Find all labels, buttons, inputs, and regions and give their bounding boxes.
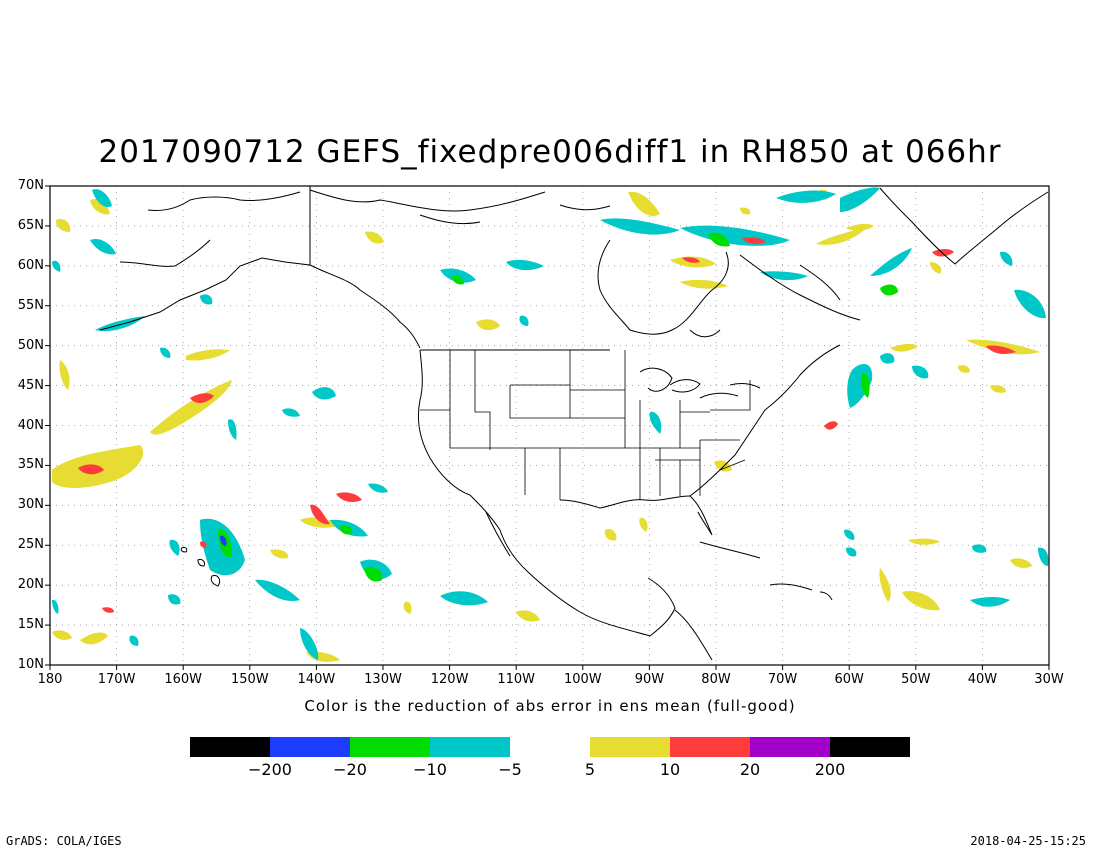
colorbar-swatch-positive (830, 737, 910, 757)
lon-label: 150W (230, 672, 269, 687)
lon-label: 120W (430, 672, 469, 687)
lat-label: 30N (17, 497, 44, 513)
graticule (45, 185, 1050, 670)
colorbar-label: 5 (584, 760, 596, 779)
lat-label: 60N (17, 257, 44, 273)
lon-label: 170W (97, 672, 136, 687)
lat-label: 35N (17, 457, 44, 473)
colorbar-label: −10 (413, 760, 447, 779)
lon-label: 160W (164, 672, 203, 687)
colorbar-swatch-negative (190, 737, 270, 757)
contours-red (78, 237, 1016, 613)
colorbar-label: 20 (739, 760, 761, 779)
contours-green (218, 232, 898, 582)
lon-label: 80W (701, 672, 731, 687)
colorbar-swatch-positive (670, 737, 750, 757)
map-caption: Color is the reduction of abs error in e… (304, 697, 796, 715)
map-frame (49, 185, 1050, 666)
colorbar-swatch-negative (430, 737, 510, 757)
footer-timestamp: 2018-04-25-15:25 (970, 834, 1086, 848)
lon-label: 60W (834, 672, 864, 687)
colorbar-swatch-positive (590, 737, 670, 757)
colorbar-swatch-negative (270, 737, 350, 757)
coastlines (99, 186, 1049, 661)
lon-label: 40W (967, 672, 998, 687)
lat-label: 10N (17, 657, 44, 672)
lon-label: 100W (563, 672, 602, 687)
lon-label: 140W (297, 672, 336, 687)
colorbar-swatch-negative (350, 737, 430, 757)
lat-label: 45N (17, 377, 44, 393)
footer-software-credit: GrADS: COLA/IGES (6, 834, 122, 848)
lon-label: 180 (37, 672, 63, 687)
lon-label: 30W (1034, 672, 1064, 687)
lat-label: 25N (17, 537, 44, 553)
lon-label: 130W (364, 672, 402, 687)
colorbar-label: −5 (498, 760, 522, 779)
lat-label: 15N (17, 617, 44, 633)
colorbar-label: 200 (814, 760, 846, 779)
lat-label: 70N (17, 178, 44, 193)
lat-label: 40N (17, 417, 44, 433)
lat-label: 55N (17, 297, 44, 313)
colorbar-swatch-positive (750, 737, 830, 757)
lat-label: 65N (17, 217, 44, 233)
colorbar (190, 737, 910, 757)
contours-blue (220, 535, 227, 546)
lon-label: 50W (901, 672, 931, 687)
lon-label: 70W (767, 672, 798, 687)
lat-label: 20N (17, 577, 44, 593)
colorbar-label: 10 (659, 760, 681, 779)
map-title: 2017090712 GEFS_fixedpre006diff1 in RH85… (98, 134, 1002, 170)
state-borders (420, 350, 751, 500)
lon-label: 90W (634, 672, 665, 687)
contours-cyan (52, 187, 1049, 660)
lat-label: 50N (17, 337, 44, 353)
lon-label: 110W (497, 672, 536, 687)
colorbar-label: −200 (248, 760, 292, 779)
colorbar-label: −20 (333, 760, 367, 779)
